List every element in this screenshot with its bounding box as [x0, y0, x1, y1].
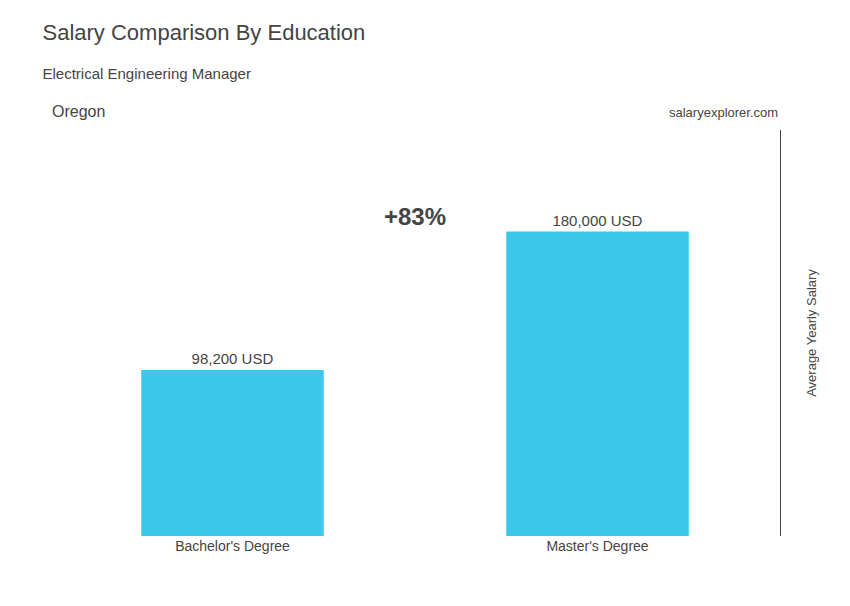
svg-text:180,000 USD: 180,000 USD	[552, 212, 642, 229]
svg-text:Average Yearly Salary: Average Yearly Salary	[804, 269, 819, 397]
svg-text:salaryexplorer.com: salaryexplorer.com	[669, 105, 778, 120]
svg-text:Salary Comparison By Education: Salary Comparison By Education	[43, 20, 366, 45]
svg-text:+83%: +83%	[384, 203, 446, 230]
svg-text:Electrical Engineering Manager: Electrical Engineering Manager	[43, 65, 251, 82]
svg-text:Master's Degree: Master's Degree	[546, 538, 648, 554]
svg-text:Bachelor's Degree: Bachelor's Degree	[175, 538, 290, 554]
svg-text:Oregon: Oregon	[52, 103, 105, 120]
svg-text:98,200 USD: 98,200 USD	[192, 350, 274, 367]
